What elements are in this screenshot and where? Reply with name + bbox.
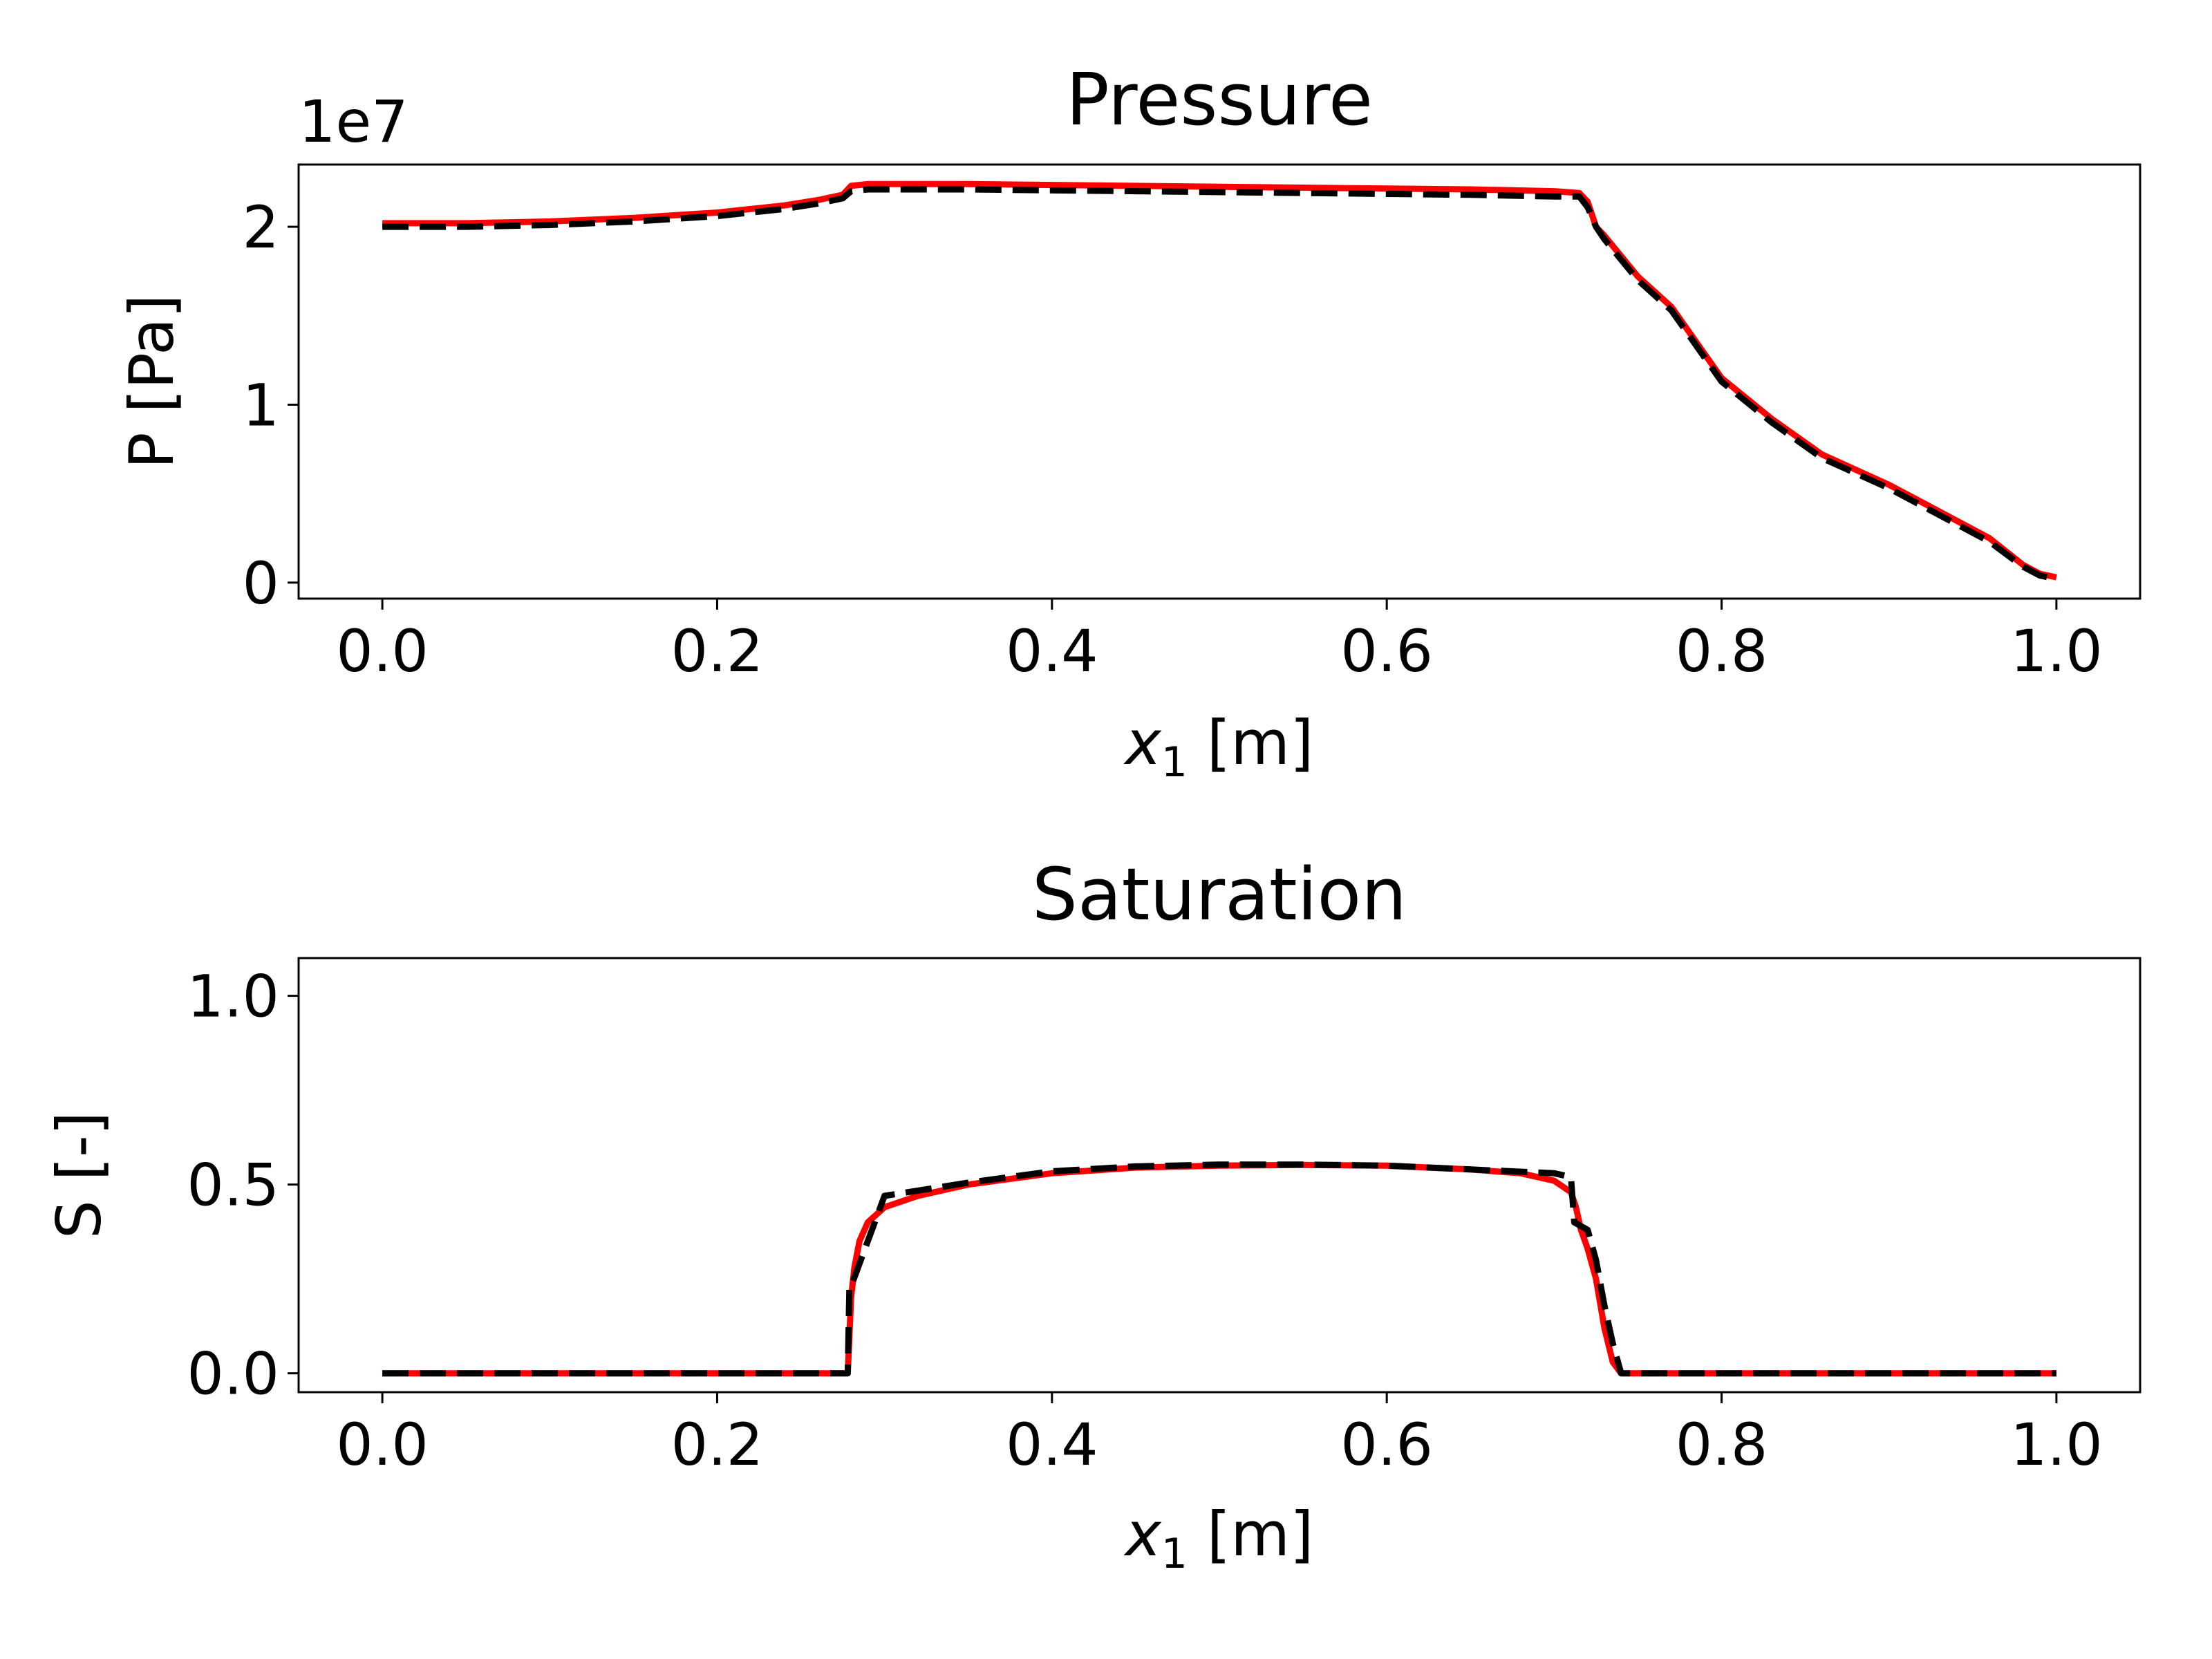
plot-frame [297, 957, 2141, 1394]
series-line-solution-red [382, 1161, 2056, 1377]
x-tick-label: 0.0 [336, 617, 429, 685]
x-axis-label-var: x [1123, 1499, 1162, 1570]
y-tick-label: 2 [243, 194, 279, 261]
x-tick-label: 1.0 [2010, 617, 2103, 685]
x-tick-label: 0.6 [1340, 1411, 1433, 1479]
y-offset-text: 1e7 [299, 88, 409, 156]
y-tick-label: 0.0 [187, 1340, 279, 1408]
series-line-solution-red [382, 180, 2057, 581]
y-tick-label: 0.5 [187, 1152, 279, 1219]
x-axis-label-unit: [m] [1188, 1499, 1313, 1570]
y-tick-label: 0 [243, 550, 279, 617]
y-axis-label: S [-] [44, 1112, 115, 1239]
x-axis-label-subscript: 1 [1161, 738, 1188, 787]
chart-title: Pressure [1066, 57, 1373, 142]
x-tick-label: 1.0 [2010, 1411, 2103, 1479]
series-line-reference-black-dashed [382, 1161, 2056, 1377]
y-tick-label: 1.0 [187, 963, 279, 1031]
y-tick-label: 1 [243, 371, 279, 439]
x-tick-label: 0.2 [671, 617, 764, 685]
x-axis-label: x1 [m] [1123, 1499, 1314, 1578]
chart-panel-saturation: Saturation 0.0 0.2 0.4 0.6 0.8 1.0 0.0 0.5 1.0 x1 … [44, 852, 2141, 1578]
y-axis-label: P [Pa] [116, 294, 187, 469]
plot-frame [297, 163, 2141, 600]
x-tick-label: 0.4 [1006, 617, 1098, 685]
x-tick-label: 0.2 [671, 1411, 764, 1479]
x-axis-label: x1 [m] [1123, 707, 1314, 787]
x-tick-label: 0.6 [1340, 617, 1433, 685]
x-tick-label: 0.8 [1676, 1411, 1768, 1479]
x-tick-label: 0.4 [1006, 1411, 1098, 1479]
series-line-reference-black-dashed [382, 186, 2057, 583]
x-axis-label-var: x [1123, 707, 1162, 778]
x-tick-label: 0.8 [1676, 617, 1768, 685]
x-axis-label-subscript: 1 [1161, 1530, 1188, 1578]
chart-title: Saturation [1032, 852, 1407, 937]
x-tick-label: 0.0 [336, 1411, 429, 1479]
x-axis-label-unit: [m] [1188, 707, 1313, 778]
